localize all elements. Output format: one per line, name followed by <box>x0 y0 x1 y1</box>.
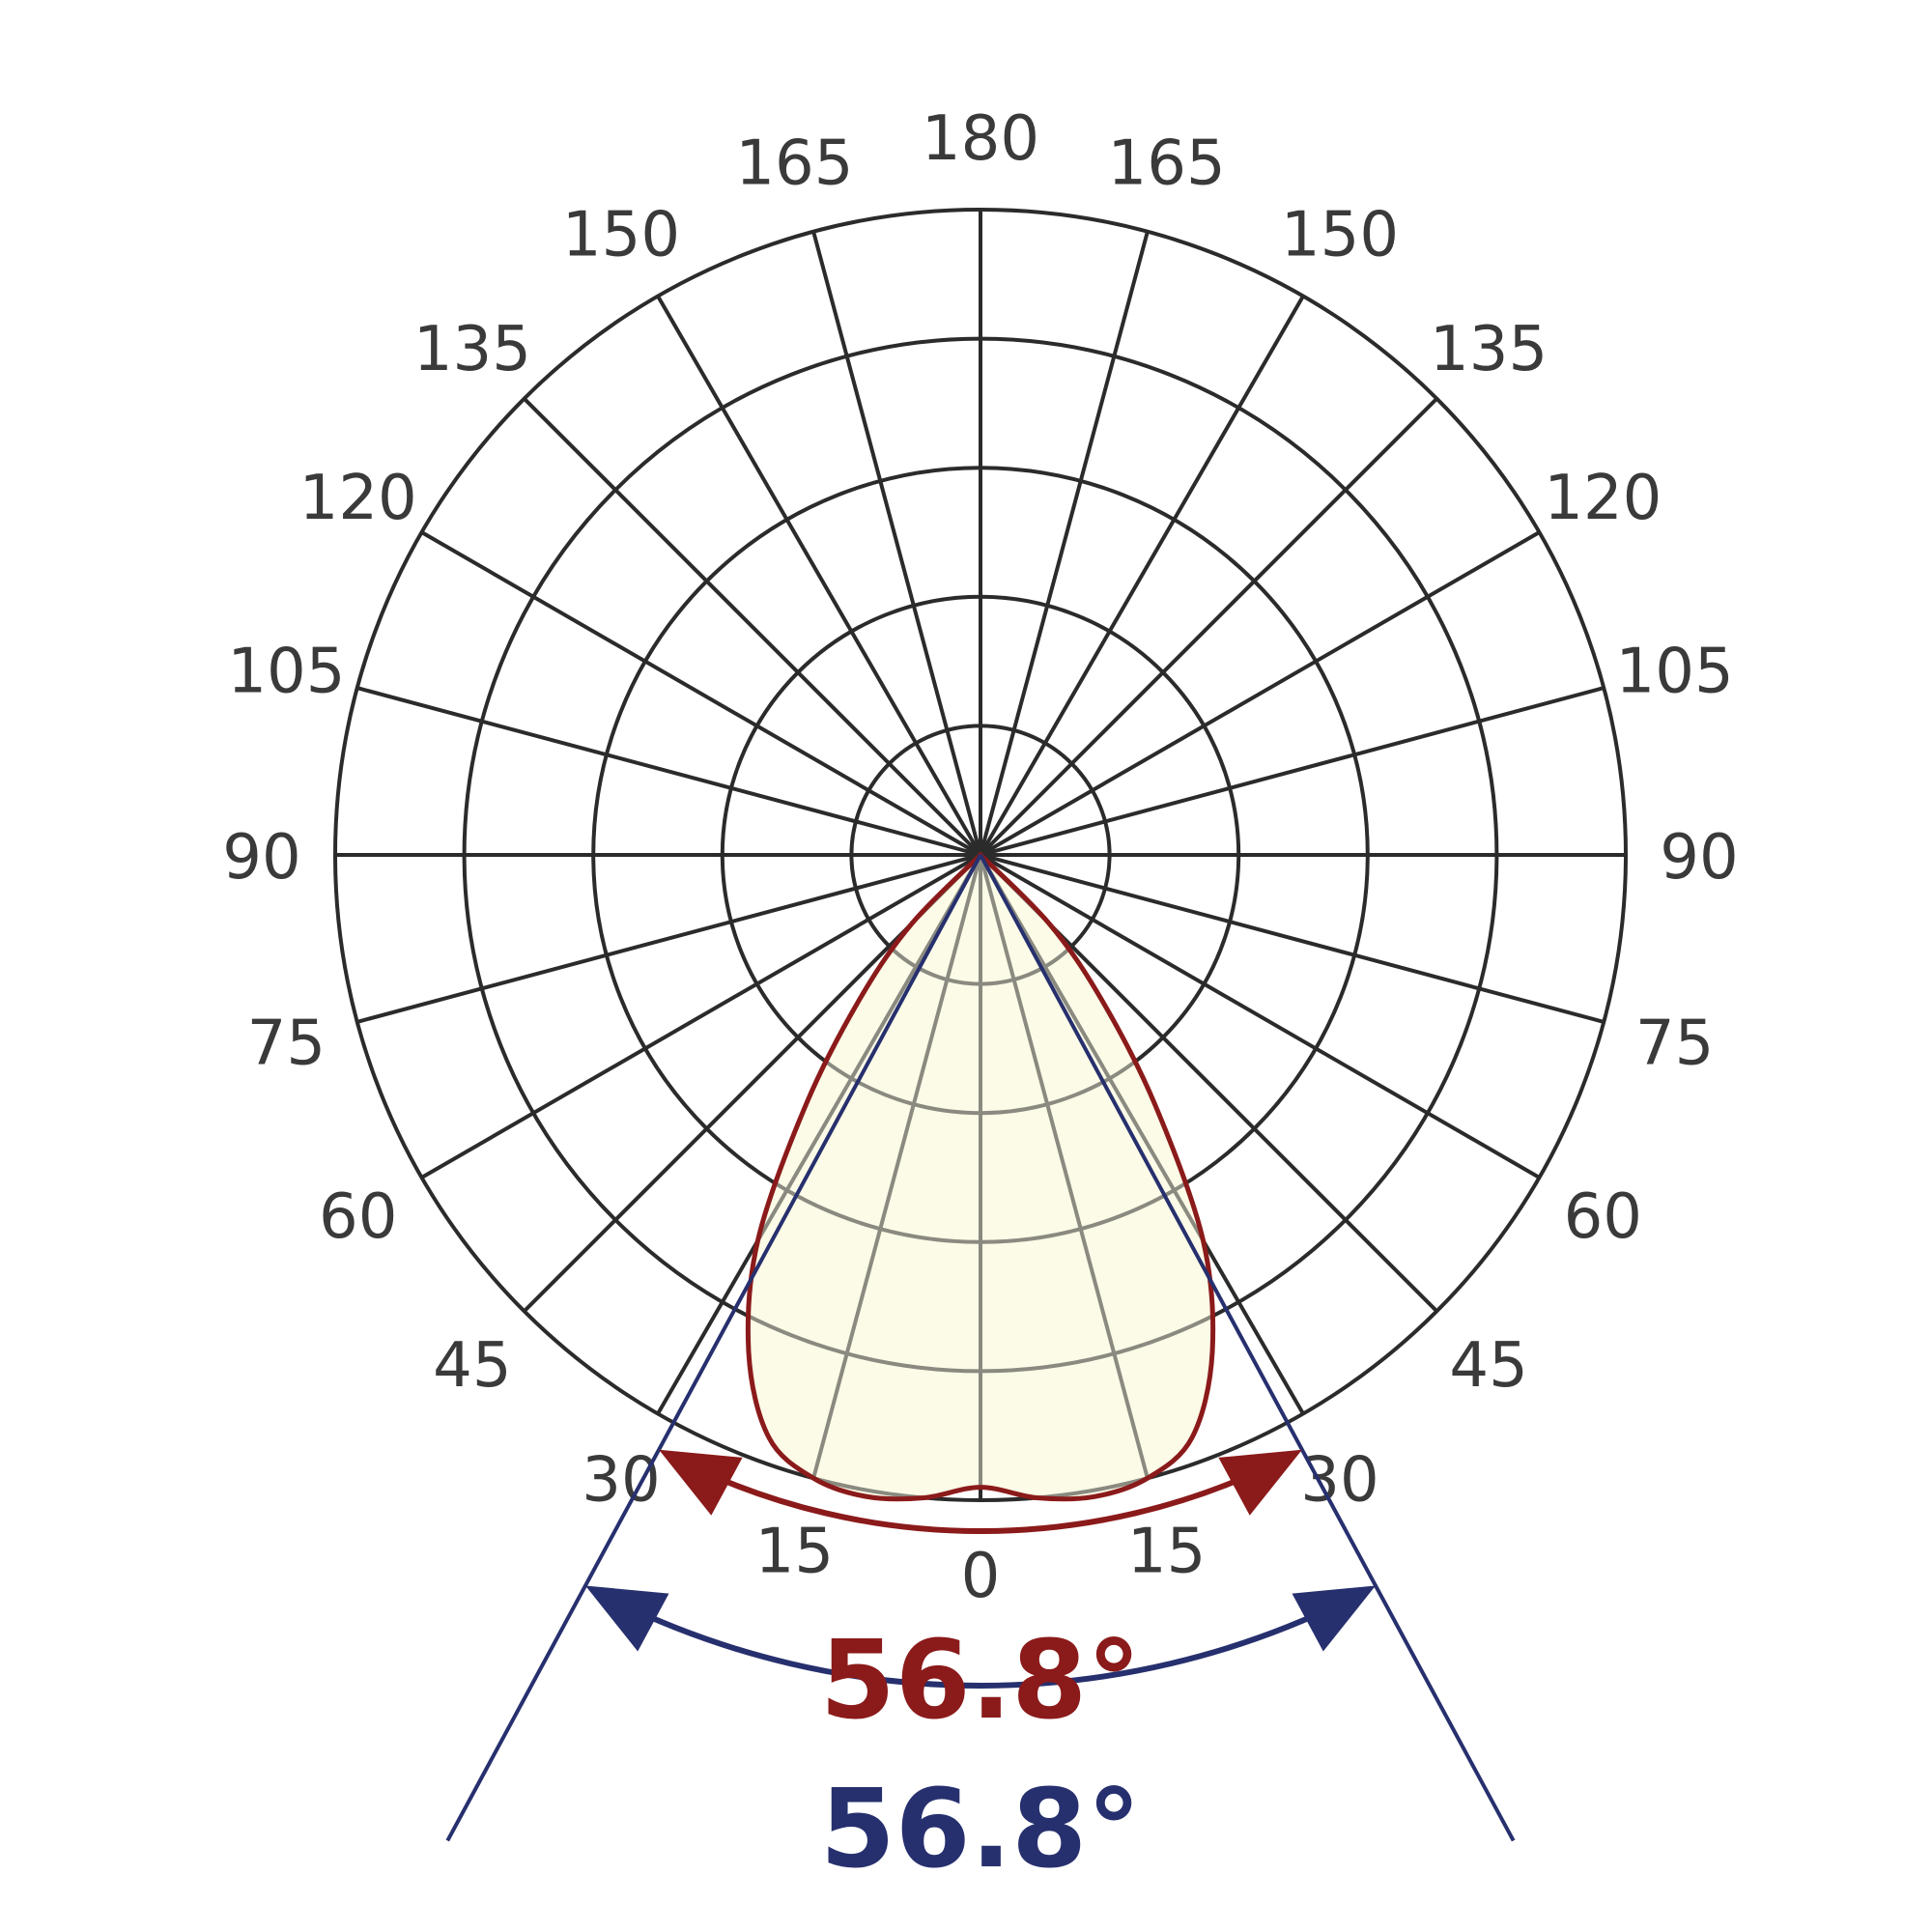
angle-tick-label: 120 <box>1544 463 1662 534</box>
grid-spoke <box>979 397 1438 857</box>
intensity-curve <box>745 851 1216 1502</box>
angle-tick-label: 60 <box>1564 1181 1642 1253</box>
beam-arrowhead <box>659 1449 743 1516</box>
angle-tick-label: 105 <box>227 636 345 707</box>
angle-tick-label: 135 <box>413 314 531 385</box>
beam-arrowhead <box>1292 1585 1376 1652</box>
grid-spoke <box>656 295 982 856</box>
angle-tick-label: 15 <box>755 1517 834 1588</box>
angle-tick-label: 30 <box>1300 1444 1378 1516</box>
beam-arrowhead <box>1218 1449 1302 1516</box>
grid-spoke <box>420 530 981 857</box>
beam-line-blue <box>979 854 1516 1842</box>
beam-angle-indicators <box>445 854 1516 1842</box>
grid-spoke <box>811 231 982 856</box>
angle-tick-label: 90 <box>222 822 300 894</box>
angle-tick-label: 75 <box>1635 1009 1714 1080</box>
beam-angle-label-red: 56.8° <box>820 1618 1141 1744</box>
angle-tick-label: 15 <box>1127 1517 1206 1588</box>
angle-tick-label: 75 <box>247 1009 326 1080</box>
beam-arc-red <box>680 1459 1281 1535</box>
angle-tick-label: 0 <box>961 1541 1001 1612</box>
grid-spoke <box>356 686 981 857</box>
beam-arc-blue <box>611 1597 1350 1689</box>
grid-spoke-inner <box>748 855 982 1415</box>
angle-tick-label: 135 <box>1430 314 1548 385</box>
grid-spoke <box>980 853 1541 1179</box>
angle-tick-label: 45 <box>433 1330 511 1402</box>
grid-spoke <box>980 686 1605 857</box>
grid-spoke-inner <box>811 855 982 1479</box>
grid-spoke <box>979 295 1305 856</box>
grid-spoke <box>980 853 1605 1024</box>
angle-tick-label: 60 <box>319 1181 397 1253</box>
angle-tick-label: 105 <box>1616 636 1734 707</box>
beam-line-blue <box>445 854 982 1842</box>
angle-tick-label: 150 <box>1281 200 1399 271</box>
angle-tick-labels: 0 15 15 30 30 45 45 60 60 75 75 90 90 105 105 120 120 135… <box>222 103 1738 1612</box>
angle-tick-label: 150 <box>562 200 680 271</box>
grid-spoke <box>420 853 981 1179</box>
angle-tick-label: 180 <box>922 103 1039 175</box>
grid-spoke-inner <box>979 855 1213 1415</box>
grid-spoke <box>356 853 981 1024</box>
grid-spoke-inner <box>979 855 1150 1479</box>
beam-angle-label-blue: 56.8° <box>820 1767 1141 1892</box>
angle-tick-label: 90 <box>1660 822 1738 894</box>
beam-arrowhead <box>585 1585 669 1652</box>
angle-tick-label: 120 <box>299 463 417 534</box>
angle-tick-label: 165 <box>1108 128 1226 199</box>
grid-spoke <box>980 530 1541 857</box>
grid-spoke <box>979 231 1150 856</box>
angle-tick-label: 165 <box>735 128 853 199</box>
angle-tick-label: 45 <box>1449 1330 1527 1402</box>
angle-tick-label: 30 <box>582 1444 660 1516</box>
grid-spoke <box>523 397 982 857</box>
